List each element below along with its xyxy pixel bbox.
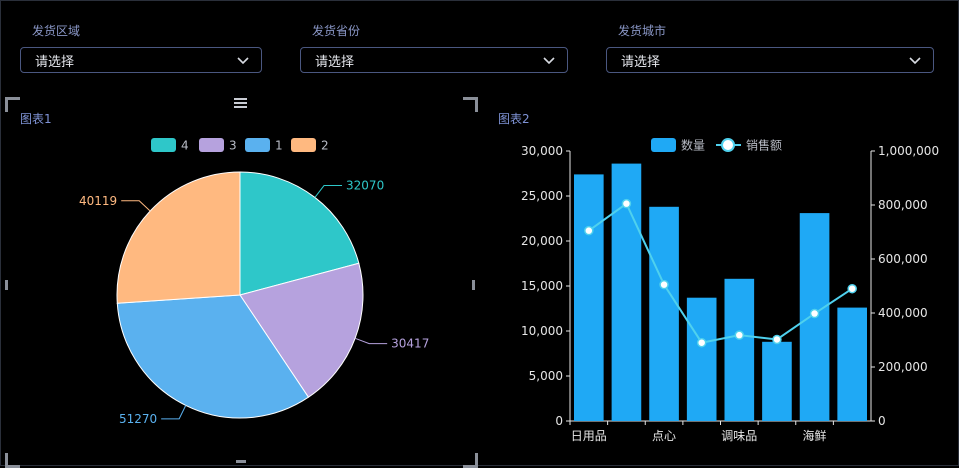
pie-leader-4 [314,185,343,198]
filter-region-label: 发货区域 [32,24,81,38]
chevron-down-icon [909,57,921,65]
city-select[interactable]: 请选择 [606,47,934,73]
filter-region: 发货区域 请选择 [20,22,262,73]
y-left-tick-label: 5,000 [529,369,563,383]
sales-point-0 [584,225,594,236]
resize-handle-top-right[interactable] [463,97,478,112]
legend-label-quantity: 数量 [681,138,705,153]
sales-point-4 [734,330,745,340]
y-left-tick-label: 15,000 [521,279,563,293]
bar-line-chart: 数量 销售额 0 5,000 10,000 15,000 20,000 25,000 30,00… [521,138,939,444]
resize-handle-right[interactable] [472,280,475,290]
pie-leader-1 [161,405,187,420]
filter-city: 发货城市 请选择 [606,22,934,73]
legend-label-1: 1 [275,139,283,153]
x-tick-label: 海鲜 [803,428,827,443]
chevron-down-icon [237,57,249,65]
legend-label-3: 3 [229,139,237,153]
pie-slice-2 [116,171,241,304]
chevron-down-icon [543,57,555,65]
y-left-tick-label: 10,000 [521,324,563,338]
y-right-tick-label: 1,000,000 [878,144,939,158]
filter-province: 发货省份 请选择 [300,22,568,73]
bar-4 [724,278,755,421]
legend-swatch-3 [199,138,224,152]
filter-city-label: 发货城市 [618,24,667,38]
legend-swatch-4 [151,138,176,152]
y-right-tick-label: 200,000 [878,360,928,374]
pie-leader-2 [121,200,151,212]
bar-7 [837,307,867,421]
x-tick-label: 调味品 [721,429,757,443]
pie-slice-4 [239,171,360,296]
legend-label-sales: 销售额 [746,138,782,153]
legend-marker-sales [721,138,735,152]
y-right-tick-label: 800,000 [878,198,928,212]
region-select[interactable]: 请选择 [20,47,262,73]
y-left-tick-label: 30,000 [521,144,563,158]
bar-2 [649,206,679,421]
pie-slice-3 [239,262,364,398]
legend-label-4: 4 [181,139,189,153]
pie-value-label-1: 51270 [119,412,157,426]
resize-handle-top-left[interactable] [5,97,20,112]
bar-0 [574,174,604,421]
y-left-tick-label: 20,000 [521,234,563,248]
pie-value-label-3: 30417 [391,337,429,351]
bar-3 [686,297,717,421]
bar-5 [762,341,792,421]
chart2-title: 图表2 [498,112,530,126]
legend-swatch-2 [291,138,316,152]
pie-value-label-4: 32070 [346,179,384,193]
y-right-tick-label: 0 [878,414,886,428]
x-tick-label: 点心 [652,429,676,443]
resize-handle-bottom[interactable] [236,460,246,463]
y-right-tick-label: 400,000 [878,306,928,320]
sales-point-2 [659,279,669,290]
filter-province-label: 发货省份 [312,24,361,38]
x-tick-label: 日用品 [571,429,607,443]
sales-point-7 [847,283,857,294]
pie-leader-3 [354,337,388,345]
province-select-value: 请选择 [315,54,355,70]
legend-swatch-1 [245,138,270,152]
legend-label-2: 2 [321,139,329,153]
sales-point-3 [696,337,707,348]
legend-swatch-quantity [651,138,676,152]
sales-point-6 [809,308,820,319]
pie-value-label-2: 40119 [79,194,117,208]
y-left-tick-label: 0 [555,414,563,428]
sales-point-5 [772,334,782,345]
menu-icon[interactable] [234,98,247,109]
chart1-title: 图表1 [20,112,52,126]
city-select-value: 请选择 [621,54,661,70]
y-right-tick-label: 600,000 [878,252,928,266]
pie-chart: 4 3 1 2 32070 30417 51270 40119 [79,138,429,426]
resize-handle-left[interactable] [5,280,8,290]
region-select-value: 请选择 [35,54,75,70]
sales-point-1 [621,198,632,209]
province-select[interactable]: 请选择 [300,47,568,73]
sales-line [588,202,853,344]
y-left-tick-label: 25,000 [521,189,563,203]
